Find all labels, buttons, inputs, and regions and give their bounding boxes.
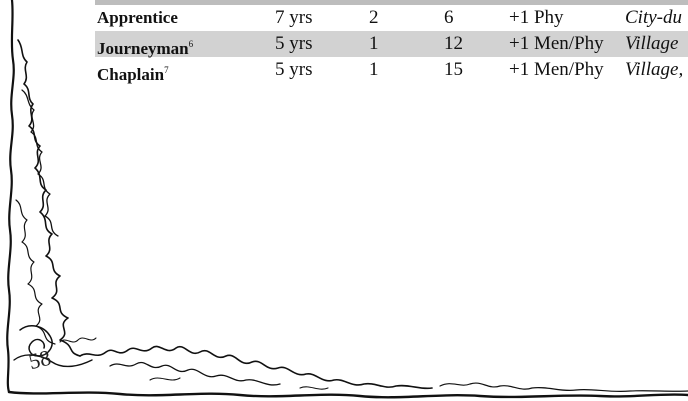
row-modifier-cell: +1 Men/Phy: [509, 33, 604, 54]
row-environment-cell: Village: [625, 33, 679, 54]
row-col-a-cell: 2: [369, 7, 379, 28]
row-name-cell: Journeyman6: [97, 39, 194, 58]
row-term-cell: 7 yrs: [275, 7, 313, 28]
footnote-marker: 7: [164, 65, 169, 75]
table-row: Chaplain7 5 yrs 1 15 +1 Men/Phy Village,: [95, 57, 688, 84]
row-modifier-cell: +1 Men/Phy: [509, 59, 604, 80]
row-environment-cell: City-du: [625, 7, 682, 28]
row-name-cell: Apprentice: [97, 8, 178, 27]
table-header-edge: [95, 0, 688, 5]
row-modifier-cell: +1 Phy: [509, 7, 564, 28]
row-col-a-cell: 1: [369, 33, 379, 54]
row-environment-cell: Village,: [625, 59, 684, 80]
data-table: Apprentice 7 yrs 2 6 +1 Phy City-du Jour…: [95, 0, 688, 84]
row-col-b-cell: 12: [444, 33, 463, 54]
row-term-cell: 5 yrs: [275, 33, 313, 54]
table-row: Journeyman6 5 yrs 1 12 +1 Men/Phy Villag…: [95, 31, 688, 58]
table-row: Apprentice 7 yrs 2 6 +1 Phy City-du: [95, 5, 688, 31]
row-term-cell: 5 yrs: [275, 59, 313, 80]
row-col-a-cell: 1: [369, 59, 379, 80]
row-col-b-cell: 6: [444, 7, 454, 28]
row-col-b-cell: 15: [444, 59, 463, 80]
row-name-cell: Chaplain7: [97, 65, 169, 84]
footnote-marker: 6: [188, 39, 194, 49]
